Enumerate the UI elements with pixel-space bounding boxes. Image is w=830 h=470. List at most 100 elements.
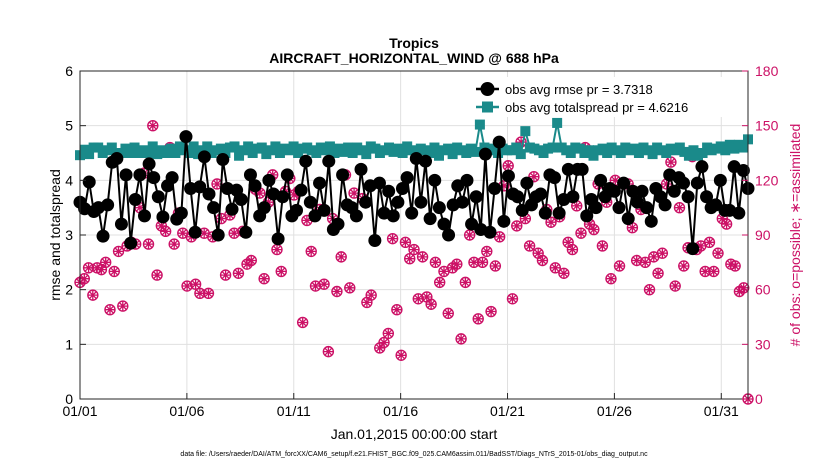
obs-assimilated-point [665, 157, 676, 168]
obs-assimilated-point [289, 189, 300, 200]
obs-assimilated-point [439, 266, 449, 277]
rmse-point [391, 195, 405, 209]
obs-assimilated-point [134, 202, 145, 213]
obs-assimilated-point [400, 237, 411, 248]
obs-assimilated-point [233, 268, 244, 279]
obs-assimilated-point [443, 308, 454, 319]
obs-assimilated-point [83, 262, 94, 273]
obs-assimilated-point [310, 281, 321, 291]
rmse-point [534, 187, 548, 201]
obs-assimilated-point [640, 257, 651, 268]
rmse-point [276, 190, 290, 204]
obs-assimilated-point [644, 284, 655, 295]
obs-assimilated-point [100, 257, 111, 268]
obs-assimilated-point [631, 255, 642, 266]
obs-assimilated-point [216, 213, 227, 224]
obs-assimilated-point [708, 266, 719, 277]
obs-assimilated-point [417, 251, 428, 262]
rmse-point [497, 214, 511, 228]
rmse-point [359, 195, 373, 209]
y-axis-label-right: # of obs: o=possible; ∗=assimilated [787, 124, 803, 347]
obs-assimilated-point [558, 268, 569, 279]
rmse-point [336, 168, 350, 182]
series-layer [73, 117, 755, 405]
rmse-point [442, 228, 456, 242]
rmse-point [82, 175, 96, 189]
obs-assimilated-point [704, 237, 715, 248]
rmse-point [575, 162, 589, 176]
y-tick-label-left: 0 [65, 391, 73, 407]
obs-assimilated-point [653, 268, 664, 279]
rmse-point [511, 190, 525, 204]
y-tick-label-left: 6 [65, 63, 73, 79]
rmse-point [732, 206, 746, 220]
rmse-point [607, 184, 621, 198]
obs-assimilated-point [323, 346, 334, 357]
legend-spread-marker [482, 101, 493, 113]
rmse-point [561, 162, 575, 176]
rmse-point [124, 236, 138, 250]
obs-assimilated-point [734, 286, 745, 297]
totalspread-point [511, 142, 522, 153]
rmse-point [372, 176, 386, 190]
totalspread-point [234, 150, 245, 161]
x-tick-label: 01/31 [704, 403, 739, 419]
rmse-point [419, 154, 433, 168]
rmse-point [147, 171, 161, 185]
rmse-point [294, 183, 308, 197]
x-tick-label: 01/16 [383, 403, 418, 419]
totalspread-point [433, 150, 444, 161]
obs-assimilated-point [254, 188, 265, 199]
totalspread-point [443, 143, 454, 154]
obs-assimilated-point [194, 288, 205, 299]
obs-assimilated-point [584, 219, 595, 230]
obs-assimilated-point [588, 224, 599, 235]
obs-assimilated-point [319, 279, 330, 290]
rmse-point [469, 190, 483, 204]
obs-assimilated-point [490, 261, 501, 271]
rmse-point [488, 182, 502, 196]
rmse-point [713, 173, 727, 187]
rmse-point [248, 179, 262, 193]
obs-assimilated-point [486, 306, 497, 317]
totalspread-point [547, 142, 558, 153]
obs-assimilated-point [301, 215, 312, 226]
totalspread-point [583, 145, 594, 156]
obs-assimilated-point [109, 266, 120, 277]
rmse-point [317, 203, 331, 217]
rmse-point [400, 171, 414, 185]
obs-assimilated-point [297, 317, 308, 328]
totalspread-point [688, 145, 699, 156]
totalspread-point [124, 148, 135, 158]
obs-assimilated-point [391, 304, 402, 315]
rmse-point [271, 232, 285, 246]
totalspread-point [447, 149, 458, 160]
rmse-point [110, 151, 124, 165]
rmse-point [257, 201, 271, 215]
obs-assimilated-point [229, 228, 240, 239]
totalspread-point [347, 148, 358, 158]
obs-assimilated-point [678, 261, 689, 271]
obs-assimilated-point [267, 169, 278, 180]
y-tick-label-right: 90 [755, 227, 771, 243]
rmse-point [128, 192, 142, 206]
obs-assimilated-point [451, 259, 462, 270]
rmse-point [354, 162, 368, 176]
rmse-point [313, 176, 327, 190]
obs-assimilated-point [374, 343, 385, 353]
obs-assimilated-point [533, 248, 544, 259]
rmse-point [695, 160, 709, 174]
rmse-point [428, 173, 442, 187]
obs-assimilated-point [460, 277, 471, 288]
rmse-point [211, 228, 225, 242]
rmse-point [207, 201, 221, 215]
y-tick-label-right: 180 [755, 63, 779, 79]
rmse-point [174, 206, 188, 220]
obs-assimilated-point [387, 233, 398, 244]
rmse-point [188, 225, 202, 239]
totalspread-point [93, 142, 104, 153]
rmse-point [133, 168, 147, 182]
rmse-point [658, 198, 672, 212]
